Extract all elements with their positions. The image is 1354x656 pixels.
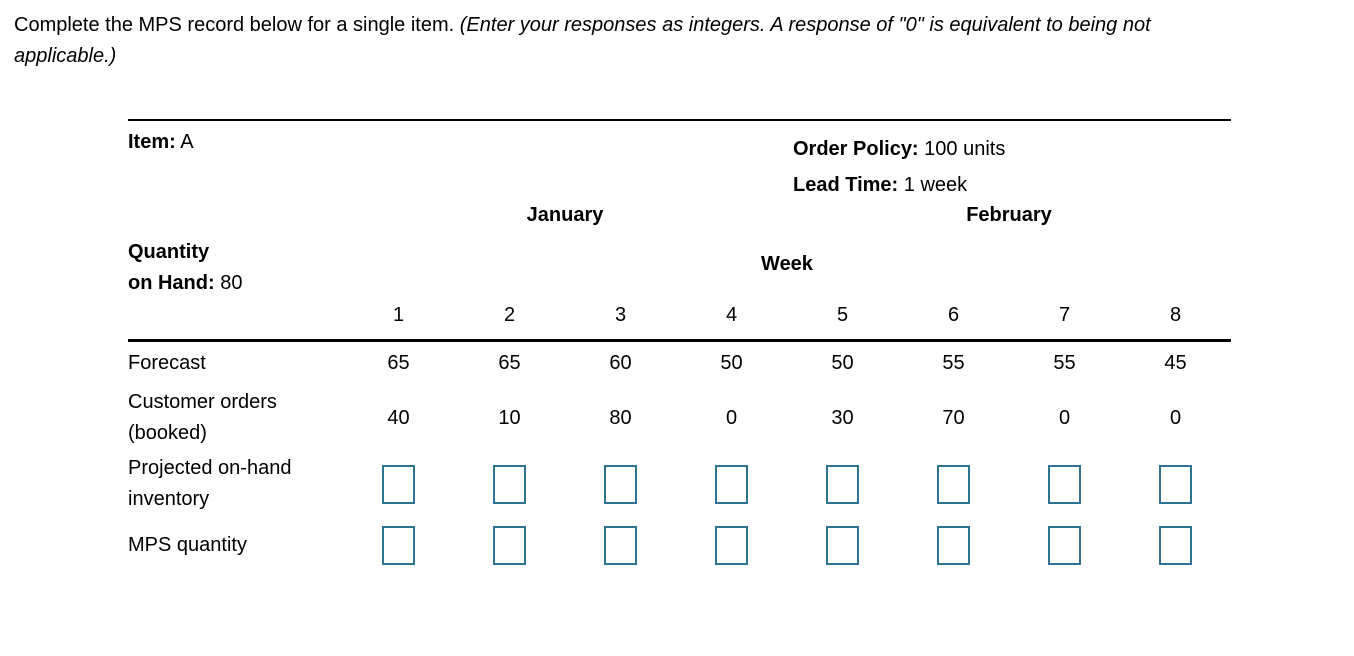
lead-time-value: 1 week [903,174,968,196]
forecast-value-week-1: 65 [387,351,410,374]
customer-orders-booked-value-week-8: 0 [1169,406,1182,429]
week-number-1: 1 [392,303,405,326]
mps-quantity-input-week-1[interactable] [382,525,415,565]
customer-orders-booked-value-week-4: 0 [725,406,738,429]
projected-on-hand-inventory-input-week-1[interactable] [382,464,415,504]
mps-quantity-cell-week-1 [343,525,454,565]
projected-on-hand-inventory-input-week-5[interactable] [826,464,859,504]
order-policy-value: 100 units [924,138,1006,160]
week-number-6: 6 [947,303,960,326]
forecast-label: Forecast [128,351,206,374]
mps-quantity-input-week-2[interactable] [493,525,526,565]
item-label: Item: [128,131,176,153]
mps-quantity-cell-week-8 [1120,525,1231,565]
week-number-row: 1 2 3 4 5 6 7 8 [343,295,1231,335]
question-prompt: Complete the MPS record below for a sing… [14,10,1244,72]
qoh-label-line2-wrap: on Hand: 80 [128,268,343,299]
order-policy-label: Order Policy: [793,138,919,160]
quantity-on-hand-block: Quantity on Hand: 80 [128,233,343,335]
answer-input-rows: Projected on-hand inventory MPS quantity [128,452,1231,574]
mps-quantity-input-week-8[interactable] [1159,525,1192,565]
mps-quantity-input-week-6[interactable] [937,525,970,565]
projected-on-hand-inventory-cell-week-5 [787,464,898,504]
mps-record-table: Item: A Order Policy: 100 units Lead Tim… [128,119,1231,574]
mps-quantity-label: MPS quantity [128,533,247,556]
mps-quantity-row: MPS quantity [128,516,1231,574]
quantity-week-section: Quantity on Hand: 80 Week 1 2 3 4 5 6 7 8 [128,233,1231,335]
projected-on-hand-inventory-cell-week-4 [676,464,787,504]
week-header-label: Week [761,252,813,275]
mps-quantity-cell-week-6 [898,525,1009,565]
qoh-label-line1: Quantity [128,241,210,263]
month-february-label: February [966,203,1052,226]
projected-on-hand-inventory-cell-week-3 [565,464,676,504]
forecast-value-week-6: 55 [942,351,965,374]
mps-quantity-cell-week-4 [676,525,787,565]
mps-quantity-input-week-5[interactable] [826,525,859,565]
forecast-row: Forecast 65 65 60 50 50 55 55 45 [128,342,1231,384]
customer-orders-booked-value-week-1: 40 [387,406,410,429]
item-value: A [180,131,194,153]
qoh-value: 80 [220,272,243,294]
forecast-value-week-2: 65 [498,351,521,374]
customer-orders-booked-value-week-6: 70 [942,406,965,429]
static-data-rows: Forecast 65 65 60 50 50 55 55 45 Customer orders(… [128,342,1231,452]
item-line: Item: A [128,121,1231,154]
mps-quantity-cell-week-7 [1009,525,1120,565]
prompt-instruction-italic: (Enter your responses as integers. A res… [14,14,1151,67]
forecast-value-week-5: 50 [831,351,854,374]
qoh-label-line2: on Hand: [128,272,215,294]
header-divider-rule [128,339,1231,342]
forecast-value-week-7: 55 [1053,351,1076,374]
customer-orders-booked-value-week-2: 10 [498,406,521,429]
projected-on-hand-inventory-input-week-7[interactable] [1048,464,1081,504]
lead-time-label: Lead Time: [793,174,899,196]
customer-orders-booked-label: Customer orders (booked) [128,391,277,444]
mps-quantity-input-week-3[interactable] [604,525,637,565]
week-number-3: 3 [614,303,627,326]
projected-on-hand-inventory-cell-week-7 [1009,464,1120,504]
week-number-5: 5 [836,303,849,326]
week-number-2: 2 [503,303,516,326]
customer-orders-booked-row: Customer orders (booked) 40 10 80 0 30 70 0 0 [128,384,1231,452]
order-policy-line: Order Policy: 100 units [793,131,1005,167]
projected-on-hand-inventory-label: Projected on-hand inventory [128,457,292,510]
projected-on-hand-inventory-cell-week-1 [343,464,454,504]
projected-on-hand-inventory-cell-week-2 [454,464,565,504]
week-number-7: 7 [1058,303,1071,326]
mps-quantity-input-week-4[interactable] [715,525,748,565]
projected-on-hand-inventory-input-week-3[interactable] [604,464,637,504]
record-header: Item: A Order Policy: 100 units Lead Tim… [128,121,1231,197]
projected-on-hand-inventory-input-week-6[interactable] [937,464,970,504]
forecast-value-week-4: 50 [720,351,743,374]
customer-orders-booked-value-week-5: 30 [831,406,854,429]
month-january-label: January [526,203,604,226]
projected-on-hand-inventory-cell-week-6 [898,464,1009,504]
lead-time-line: Lead Time: 1 week [793,167,1005,203]
mps-quantity-input-week-7[interactable] [1048,525,1081,565]
mps-quantity-cell-week-2 [454,525,565,565]
projected-on-hand-inventory-input-week-8[interactable] [1159,464,1192,504]
customer-orders-booked-value-week-3: 80 [609,406,632,429]
projected-on-hand-inventory-input-week-4[interactable] [715,464,748,504]
week-number-8: 8 [1169,303,1182,326]
projected-on-hand-inventory-row: Projected on-hand inventory [128,452,1231,516]
week-number-4: 4 [725,303,738,326]
mps-quantity-cell-week-3 [565,525,676,565]
month-header-row: January February [128,197,1231,233]
customer-orders-booked-value-week-7: 0 [1058,406,1071,429]
projected-on-hand-inventory-cell-week-8 [1120,464,1231,504]
projected-on-hand-inventory-input-week-2[interactable] [493,464,526,504]
policy-block: Order Policy: 100 units Lead Time: 1 wee… [793,131,1005,203]
mps-quantity-cell-week-5 [787,525,898,565]
forecast-value-week-3: 60 [609,351,632,374]
prompt-text: Complete the MPS record below for a sing… [14,14,460,36]
forecast-value-week-8: 45 [1164,351,1187,374]
